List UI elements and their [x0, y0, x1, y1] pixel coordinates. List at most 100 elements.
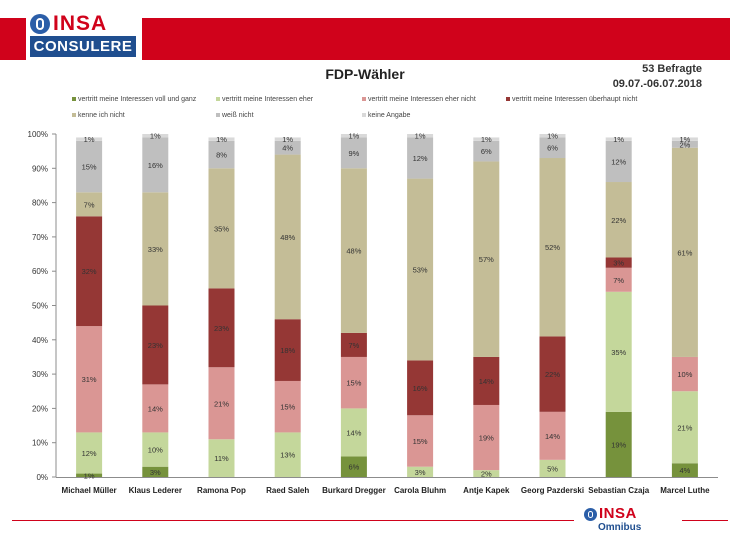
- bar-segment: [340, 134, 367, 138]
- y-tick-label: 10%: [32, 439, 48, 448]
- bar-segment: [539, 158, 566, 337]
- bar-segment: [142, 192, 169, 306]
- data-label: 5%: [547, 464, 558, 473]
- bar-segment: [340, 356, 367, 409]
- data-label: 4%: [679, 466, 690, 475]
- data-label: 21%: [214, 399, 229, 408]
- bar-segment: [142, 384, 169, 433]
- y-tick-label: 80%: [32, 199, 48, 208]
- y-tick-label: 50%: [32, 302, 48, 311]
- data-label: 7%: [84, 200, 95, 209]
- legend-swatch-kenne-ich-nicht: [72, 113, 76, 117]
- bar-segment: [142, 134, 169, 138]
- data-label: 12%: [82, 449, 97, 458]
- logo-subtitle: CONSULERE: [30, 36, 136, 57]
- legend-label-weiss-nicht: weiß nicht: [221, 112, 254, 119]
- data-label: 14%: [479, 377, 494, 386]
- data-label: 1%: [348, 132, 359, 141]
- bar-segment: [539, 411, 566, 460]
- data-label: 1%: [216, 135, 227, 144]
- bar-segment: [473, 140, 500, 162]
- data-label: 31%: [82, 375, 97, 384]
- bar-segment: [473, 161, 500, 357]
- bar-segment: [407, 178, 434, 361]
- data-label: 1%: [84, 135, 95, 144]
- y-tick-label: 100%: [28, 130, 48, 139]
- bar-segment: [605, 140, 632, 183]
- bar-segment: [274, 380, 301, 433]
- x-tick-label-raed-saleh: Raed Saleh: [266, 486, 309, 495]
- data-label: 61%: [677, 248, 692, 257]
- bar-segment: [76, 326, 103, 433]
- bar-segment: [340, 332, 367, 357]
- data-label: 12%: [413, 154, 428, 163]
- bar-segment: [274, 154, 301, 320]
- data-label: 14%: [346, 428, 361, 437]
- data-label: 33%: [148, 245, 163, 254]
- data-label: 3%: [613, 259, 624, 268]
- bar-segment: [407, 137, 434, 179]
- bar-segment: [340, 168, 367, 333]
- x-tick-label-burkard-dregger: Burkard Dregger: [322, 486, 386, 495]
- insa-omnibus-icon: [584, 507, 597, 521]
- x-tick-label-sebastian-czaja: Sebastian Czaja: [588, 486, 649, 495]
- bar-segment: [539, 459, 566, 477]
- insa-omnibus-logo: INSA Omnibus: [584, 506, 668, 536]
- bar-segment: [340, 137, 367, 169]
- bar-segment: [274, 137, 301, 141]
- legend-label-vertritt-meine-interessen-eher-nicht: vertritt meine Interessen eher nicht: [368, 96, 476, 103]
- bar-segment: [671, 463, 698, 477]
- data-label: 3%: [150, 468, 161, 477]
- y-tick-label: 20%: [32, 404, 48, 413]
- bar-segment: [76, 216, 103, 327]
- survey-meta: 53 Befragte 09.07.-06.07.2018: [613, 62, 702, 92]
- x-tick-label-michael-mueller: Michael Müller: [62, 486, 117, 495]
- data-label: 19%: [479, 434, 494, 443]
- footer-divider-left: [12, 520, 574, 521]
- chart-title: FDP-Wähler: [325, 66, 405, 82]
- bar-segment: [274, 319, 301, 381]
- bar-segment: [274, 140, 301, 155]
- bar-segment: [539, 134, 566, 138]
- data-label: 6%: [547, 144, 558, 153]
- bar-segment: [473, 470, 500, 477]
- bar-segment: [76, 473, 103, 477]
- footer-logo-subtitle: Omnibus: [598, 522, 642, 533]
- legend-swatch-keine-angabe: [362, 113, 366, 117]
- data-label: 6%: [481, 147, 492, 156]
- x-tick-label-klaus-lederer: Klaus Lederer: [129, 486, 182, 495]
- bar-segment: [142, 137, 169, 193]
- x-tick-label-marcel-luthe: Marcel Luthe: [660, 486, 710, 495]
- data-label: 2%: [481, 470, 492, 479]
- bar-segment: [76, 192, 103, 217]
- data-label: 3%: [415, 468, 426, 477]
- legend-swatch-weiss-nicht: [216, 113, 220, 117]
- data-label: 2%: [679, 140, 690, 149]
- data-label: 53%: [413, 265, 428, 274]
- y-tick-label: 60%: [32, 267, 48, 276]
- bar-segment: [539, 137, 566, 159]
- data-label: 9%: [348, 149, 359, 158]
- y-tick-label: 90%: [32, 164, 48, 173]
- data-label: 14%: [148, 404, 163, 413]
- data-label: 6%: [348, 463, 359, 472]
- insa-logo-icon: [30, 14, 50, 34]
- bar-segment: [407, 415, 434, 467]
- bar-segment: [605, 267, 632, 292]
- bar-segment: [671, 356, 698, 392]
- bar-segment: [76, 140, 103, 193]
- data-label: 1%: [415, 132, 426, 141]
- bar-segment: [340, 408, 367, 457]
- data-label: 8%: [216, 151, 227, 160]
- data-label: 23%: [148, 341, 163, 350]
- bar-segment: [407, 360, 434, 416]
- bar-segment: [473, 137, 500, 141]
- legend-label-kenne-ich-nicht: kenne ich nicht: [78, 112, 125, 119]
- data-label: 1%: [679, 135, 690, 144]
- data-label: 11%: [214, 454, 229, 463]
- data-label: 14%: [545, 432, 560, 441]
- legend-swatch-vertritt-meine-interessen-eher-nicht: [362, 97, 366, 101]
- bar-segment: [473, 404, 500, 471]
- legend-swatch-vertritt-meine-interessen-ueberhaupt-nicht: [506, 97, 510, 101]
